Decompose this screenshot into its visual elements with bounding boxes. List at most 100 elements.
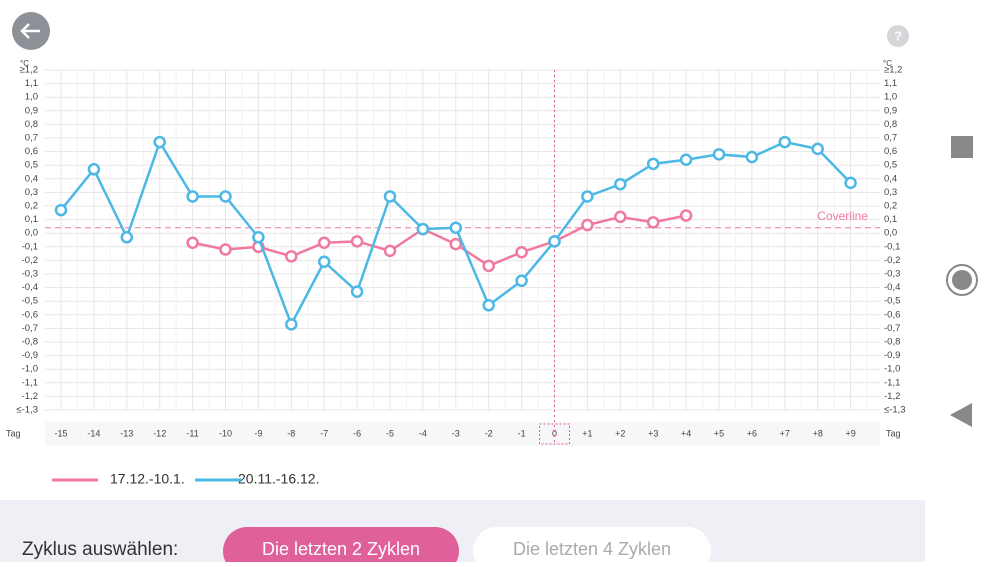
y-tick-label: 0,9 xyxy=(884,105,897,116)
data-point xyxy=(317,255,331,269)
back-icon xyxy=(20,23,40,39)
data-point xyxy=(646,216,660,229)
data-point xyxy=(449,221,463,235)
data-point xyxy=(219,243,232,256)
y-tick-label: 0,6 xyxy=(25,146,38,157)
y-tick-label: 0,5 xyxy=(25,160,38,171)
y-tick-label: 0,2 xyxy=(25,201,38,212)
x-tick-label: 0 xyxy=(552,428,557,438)
x-label-right: Tag xyxy=(886,428,901,438)
y-tick-label: -0,8 xyxy=(884,337,900,348)
data-point xyxy=(679,209,693,222)
data-point xyxy=(350,285,364,298)
data-point xyxy=(811,142,824,156)
button-label: Die letzten 2 Zyklen xyxy=(262,539,420,559)
help-icon: ? xyxy=(894,28,902,43)
y-tick-label: -1,2 xyxy=(22,391,38,402)
x-tick-label: -2 xyxy=(485,428,493,438)
selector-bar xyxy=(0,500,925,562)
y-tick-label: -0,9 xyxy=(22,350,38,361)
y-tick-label: -0,6 xyxy=(884,309,900,320)
help-button[interactable] xyxy=(887,25,909,47)
y-tick-label: -0,1 xyxy=(22,241,38,252)
today-box xyxy=(539,423,570,445)
x-label-left: Tag xyxy=(6,428,21,438)
nav-recents[interactable] xyxy=(951,136,973,158)
y-tick-label: -0,9 xyxy=(884,350,900,361)
button-label: Die letzten 4 Zyklen xyxy=(513,539,671,559)
y-tick-label: 1,1 xyxy=(25,78,38,89)
series-line xyxy=(192,214,687,268)
x-tick-label: -3 xyxy=(452,428,460,438)
nav-home[interactable] xyxy=(946,264,978,296)
y-tick-label: 0,5 xyxy=(884,160,897,171)
y-tick-label: -0,3 xyxy=(22,269,38,280)
y-tick-label: 0,8 xyxy=(25,119,38,130)
y-tick-label: 0,7 xyxy=(884,133,897,144)
button-4-cycles[interactable] xyxy=(473,527,711,567)
data-point xyxy=(285,250,298,263)
x-tick-label: -15 xyxy=(54,428,67,438)
y-tick-label: -0,3 xyxy=(884,269,900,280)
x-tick-label: +6 xyxy=(747,428,757,438)
x-tick-label: +9 xyxy=(845,428,855,438)
data-point xyxy=(844,176,857,190)
x-tick-label: +2 xyxy=(615,428,625,438)
y-tick-label: -0,8 xyxy=(22,337,38,348)
data-point xyxy=(416,222,430,236)
y-tick-label: 0,6 xyxy=(884,146,897,157)
x-tick-label: -4 xyxy=(419,428,427,438)
data-point xyxy=(120,231,134,244)
data-point xyxy=(252,231,265,244)
y-tick-label: -1,1 xyxy=(884,377,900,388)
y-tick-label: ≥1,2 xyxy=(884,65,902,76)
x-tick-label: -6 xyxy=(353,428,361,438)
y-tick-label: -1,1 xyxy=(22,377,38,388)
y-tick-label: -0,7 xyxy=(884,323,900,334)
y-tick-label: 0,7 xyxy=(25,133,38,144)
x-tick-label: +8 xyxy=(813,428,823,438)
nav-back[interactable] xyxy=(950,403,972,427)
x-tick-label: -14 xyxy=(87,428,100,438)
x-tick-label: -8 xyxy=(287,428,295,438)
y-tick-label: 0,3 xyxy=(884,187,897,198)
x-tick-label: +1 xyxy=(582,428,592,438)
data-point xyxy=(515,245,528,259)
data-point xyxy=(449,237,463,251)
data-point xyxy=(350,235,364,248)
y-tick-label: ≥1,2 xyxy=(20,65,38,76)
data-point xyxy=(614,177,627,191)
data-point xyxy=(482,259,495,273)
y-tick-label: -0,1 xyxy=(884,241,900,252)
data-point xyxy=(581,218,594,232)
x-tick-label: +4 xyxy=(681,428,691,438)
x-tick-label: -5 xyxy=(386,428,394,438)
y-tick-label: 0,9 xyxy=(25,105,38,116)
x-tick-label: +7 xyxy=(780,428,790,438)
y-tick-label: -0,4 xyxy=(884,282,900,293)
button-2-cycles[interactable] xyxy=(223,527,459,567)
data-point xyxy=(186,190,199,203)
legend-label: 20.11.-16.12. xyxy=(238,471,319,487)
coverline-label: Coverline xyxy=(817,209,868,223)
y-tick-label: -0,7 xyxy=(22,323,38,334)
data-point xyxy=(317,236,331,249)
x-tick-label: -9 xyxy=(254,428,262,438)
y-tick-label: 1,1 xyxy=(884,78,897,89)
data-point xyxy=(778,135,792,149)
y-tick-label: 0,4 xyxy=(884,173,897,184)
y-tick-label: 0,2 xyxy=(884,201,897,212)
data-point xyxy=(679,153,693,167)
data-point xyxy=(383,244,397,258)
y-tick-label: 1,0 xyxy=(25,92,38,103)
y-tick-label: 0,1 xyxy=(884,214,897,225)
y-tick-label: -0,2 xyxy=(884,255,900,266)
y-tick-label: -0,4 xyxy=(22,282,38,293)
y-tick-label: -0,6 xyxy=(22,309,38,320)
data-point xyxy=(515,274,528,288)
y-unit-right: °C xyxy=(883,59,892,68)
y-unit-left: °C xyxy=(20,59,29,68)
x-tick-label: -12 xyxy=(153,428,166,438)
x-tick-label: -13 xyxy=(120,428,133,438)
